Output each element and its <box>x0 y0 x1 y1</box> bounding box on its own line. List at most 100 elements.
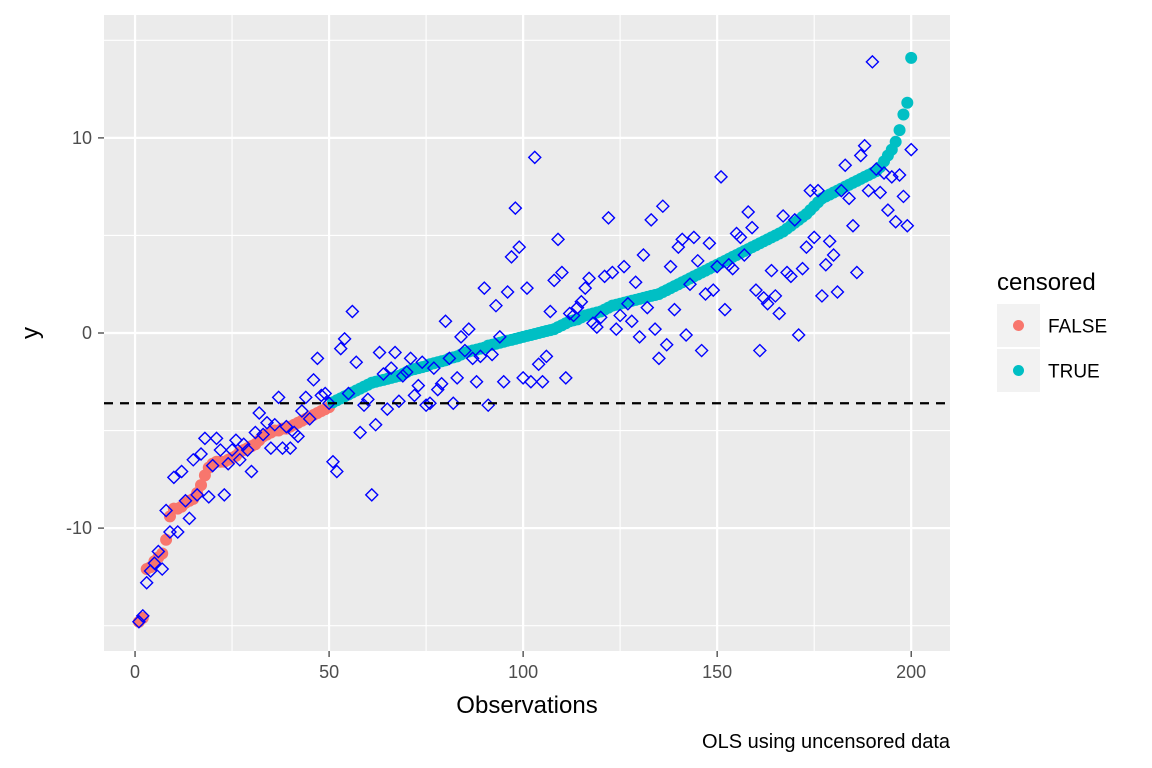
fitted-point <box>166 470 181 485</box>
fitted-point <box>263 441 278 456</box>
fitted-point <box>628 275 643 290</box>
fitted-point <box>399 365 414 380</box>
fitted-point <box>543 304 558 319</box>
fitted-point <box>422 396 437 411</box>
fitted-point <box>337 331 352 346</box>
fitted-point <box>733 230 748 245</box>
legend: censored FALSE TRUE <box>997 269 1107 392</box>
fitted-point <box>209 431 224 446</box>
fitted-point <box>182 511 197 526</box>
fitted-point <box>613 308 628 323</box>
fitted-point <box>504 249 519 264</box>
fitted-point <box>620 296 635 311</box>
fitted-point <box>279 419 294 434</box>
fitted-point <box>880 203 895 218</box>
fitted-point <box>787 212 802 227</box>
fitted-point <box>391 394 406 409</box>
fitted-point <box>845 218 860 233</box>
fitted-point <box>426 361 441 376</box>
fitted-point <box>500 285 515 300</box>
x-axis-title: Observations <box>456 692 597 719</box>
fitted-point <box>131 614 146 629</box>
fitted-point <box>807 230 822 245</box>
fitted-point <box>818 257 833 272</box>
fitted-point <box>725 261 740 276</box>
data-point <box>901 96 914 109</box>
fitted-point <box>745 220 760 235</box>
fitted-point <box>842 191 857 206</box>
fitted-point <box>644 212 659 227</box>
fitted-point <box>811 183 826 198</box>
fitted-point <box>174 464 189 479</box>
fitted-point <box>306 372 321 387</box>
x-axis: 0 50 100 150 200 <box>130 651 926 682</box>
fitted-point <box>271 390 286 405</box>
fitted-point <box>411 378 426 393</box>
fitted-point <box>260 415 274 430</box>
fitted-point <box>139 575 154 590</box>
fitted-point <box>516 370 531 385</box>
x-tick-label: 100 <box>508 662 538 682</box>
fitted-point <box>302 411 317 426</box>
fitted-point <box>904 142 919 157</box>
fitted-point <box>380 402 395 417</box>
fitted-point <box>547 273 562 288</box>
fitted-point <box>252 405 267 420</box>
fitted-point <box>896 189 911 204</box>
fitted-point <box>869 162 884 177</box>
fitted-point <box>873 185 888 200</box>
fitted-point <box>667 302 682 317</box>
fitted-point <box>178 493 193 508</box>
fitted-point <box>900 218 915 233</box>
fitted-point <box>236 437 251 452</box>
fitted-point <box>593 310 608 325</box>
fitted-point <box>570 300 585 315</box>
fitted-point <box>535 374 550 389</box>
legend-label-false: FALSE <box>1048 317 1107 338</box>
fitted-point <box>578 281 593 296</box>
fitted-point <box>632 329 647 344</box>
fitted-point <box>655 199 670 214</box>
fitted-point <box>857 138 872 153</box>
fitted-point <box>741 205 756 220</box>
fitted-point <box>764 263 779 278</box>
fitted-point <box>752 343 767 358</box>
fitted-point <box>508 201 523 216</box>
fitted-point <box>853 148 868 163</box>
fitted-point <box>438 314 453 329</box>
fitted-point <box>135 608 150 623</box>
fitted-point <box>159 503 174 518</box>
fitted-point <box>469 374 484 389</box>
fitted-point <box>636 247 651 262</box>
fitted-point <box>368 417 383 432</box>
fitted-point <box>244 464 259 479</box>
fitted-point <box>298 390 313 405</box>
fitted-point <box>267 417 282 432</box>
fitted-point <box>601 210 616 225</box>
fitted-point <box>450 370 465 385</box>
data-point <box>195 479 208 492</box>
fitted-point <box>531 357 546 372</box>
fitted-point <box>714 169 729 184</box>
fitted-point <box>360 392 375 407</box>
fitted-point <box>830 285 845 300</box>
fitted-point <box>768 288 783 303</box>
fitted-point <box>186 452 201 467</box>
fitted-point <box>624 314 639 329</box>
x-tick-label: 200 <box>896 662 926 682</box>
fitted-point <box>648 322 663 337</box>
fitted-point <box>617 259 632 274</box>
fitted-point <box>430 382 445 397</box>
fitted-point <box>574 294 589 309</box>
fitted-point <box>663 259 678 274</box>
fitted-point <box>240 443 255 458</box>
legend-dot-false <box>1013 320 1024 331</box>
fitted-point <box>562 306 577 321</box>
fitted-point <box>349 355 364 370</box>
fitted-point <box>748 283 763 298</box>
fitted-point <box>194 446 209 461</box>
fitted-point <box>457 343 472 358</box>
fitted-point <box>892 167 907 182</box>
fitted-point <box>694 343 709 358</box>
